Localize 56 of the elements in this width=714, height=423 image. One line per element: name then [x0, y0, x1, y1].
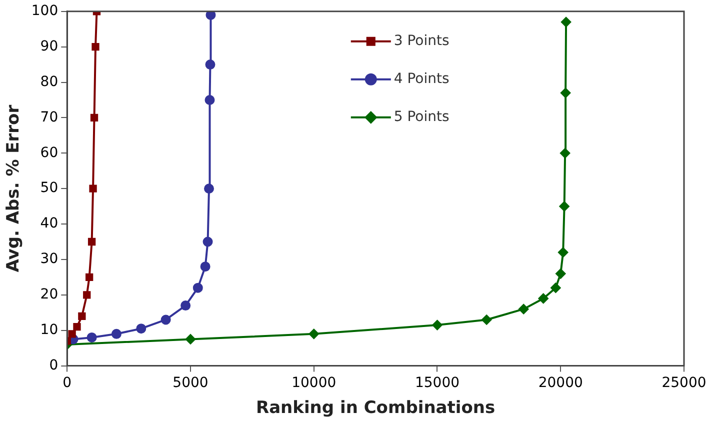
point [192, 282, 203, 293]
legend-label: 3 Points [394, 33, 450, 50]
point [559, 201, 570, 212]
point [556, 268, 566, 279]
point [538, 293, 548, 304]
legend-label: 5 Points [394, 109, 450, 126]
point [558, 247, 568, 258]
point [186, 334, 196, 344]
y-tick-label: 10 [40, 322, 58, 338]
x-tick-label: 10000 [292, 374, 336, 391]
point [160, 314, 171, 325]
point [89, 184, 97, 192]
point [180, 300, 191, 311]
point [560, 88, 571, 98]
point [83, 291, 91, 299]
x-tick-label: 0 [62, 374, 72, 391]
point [111, 328, 122, 339]
point [88, 238, 96, 246]
point [86, 273, 94, 282]
y-tick-label: 40 [40, 216, 58, 232]
point [200, 262, 210, 272]
point [78, 312, 86, 320]
point [68, 330, 76, 338]
point [136, 324, 146, 334]
x-axis-title: Ranking in Combinations [256, 398, 496, 418]
y-tick-label: 60 [40, 144, 58, 161]
y-axis-title: Avg. Abs. % Error [4, 104, 24, 272]
point [550, 282, 561, 293]
y-tick-label: 0 [49, 357, 58, 374]
x-tick-label: 5000 [172, 374, 208, 391]
x-tick-label: 20000 [538, 374, 583, 391]
point [86, 332, 97, 342]
y-tick-label: 90 [40, 38, 58, 54]
point [482, 314, 492, 325]
point [92, 43, 100, 51]
x-tick-label: 25000 [662, 374, 706, 391]
point [202, 236, 213, 247]
y-tick-label: 100 [31, 3, 58, 20]
point [560, 148, 570, 158]
y-tick-label: 20 [40, 286, 58, 303]
y-tick-label: 70 [40, 109, 58, 126]
point [205, 60, 216, 70]
point [90, 114, 98, 122]
y-tick-label: 50 [40, 180, 58, 196]
point [206, 11, 216, 20]
y-tick-label: 80 [40, 74, 58, 90]
point [308, 328, 319, 339]
point [204, 184, 214, 194]
point [73, 322, 81, 331]
x-tick-label: 15000 [414, 374, 460, 391]
y-tick-label: 30 [40, 251, 58, 268]
point [204, 95, 215, 105]
point [561, 17, 572, 28]
point [432, 320, 442, 330]
point [518, 304, 529, 314]
legend-label: 4 Points [394, 71, 450, 88]
